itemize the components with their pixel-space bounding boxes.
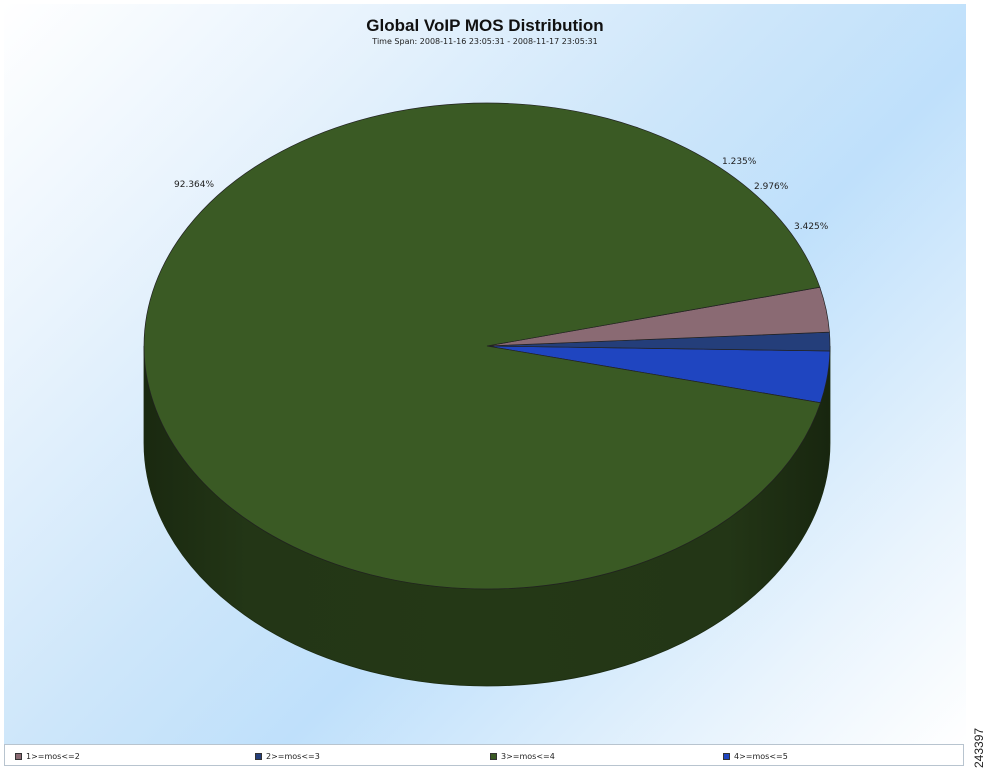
- chart-area: 2.976% 1.235% 92.364% 3.425% Global VoIP MO…: [4, 4, 966, 744]
- slice-label: 2.976%: [754, 182, 789, 192]
- slice-label: 3.425%: [794, 222, 829, 232]
- legend-label: 2>=mos<=3: [266, 751, 320, 761]
- chart-subtitle: Time Span: 2008-11-16 23:05:31 - 2008-11…: [372, 37, 598, 46]
- pie-chart: 2.976% 1.235% 92.364% 3.425%: [143, 102, 831, 687]
- legend-swatch: [490, 752, 497, 760]
- legend-swatch: [723, 752, 730, 760]
- legend-label: 3>=mos<=4: [501, 751, 555, 761]
- figure-id: 243397: [972, 727, 986, 768]
- pie-slice: [143, 102, 821, 590]
- legend-item: 1>=mos<=2: [15, 750, 80, 762]
- legend-item: 4>=mos<=5: [723, 750, 788, 762]
- legend-item: 3>=mos<=4: [490, 750, 555, 762]
- legend-label: 1>=mos<=2: [26, 751, 80, 761]
- slice-label: 92.364%: [174, 180, 214, 190]
- legend: 1>=mos<=2 2>=mos<=3 3>=mos<=4 4>=mos<=5: [4, 744, 964, 766]
- legend-item: 2>=mos<=3: [255, 750, 320, 762]
- legend-swatch: [255, 752, 262, 760]
- legend-swatch: [15, 752, 22, 760]
- legend-label: 4>=mos<=5: [734, 751, 788, 761]
- chart-title: Global VoIP MOS Distribution: [366, 16, 604, 35]
- slice-label: 1.235%: [722, 157, 757, 167]
